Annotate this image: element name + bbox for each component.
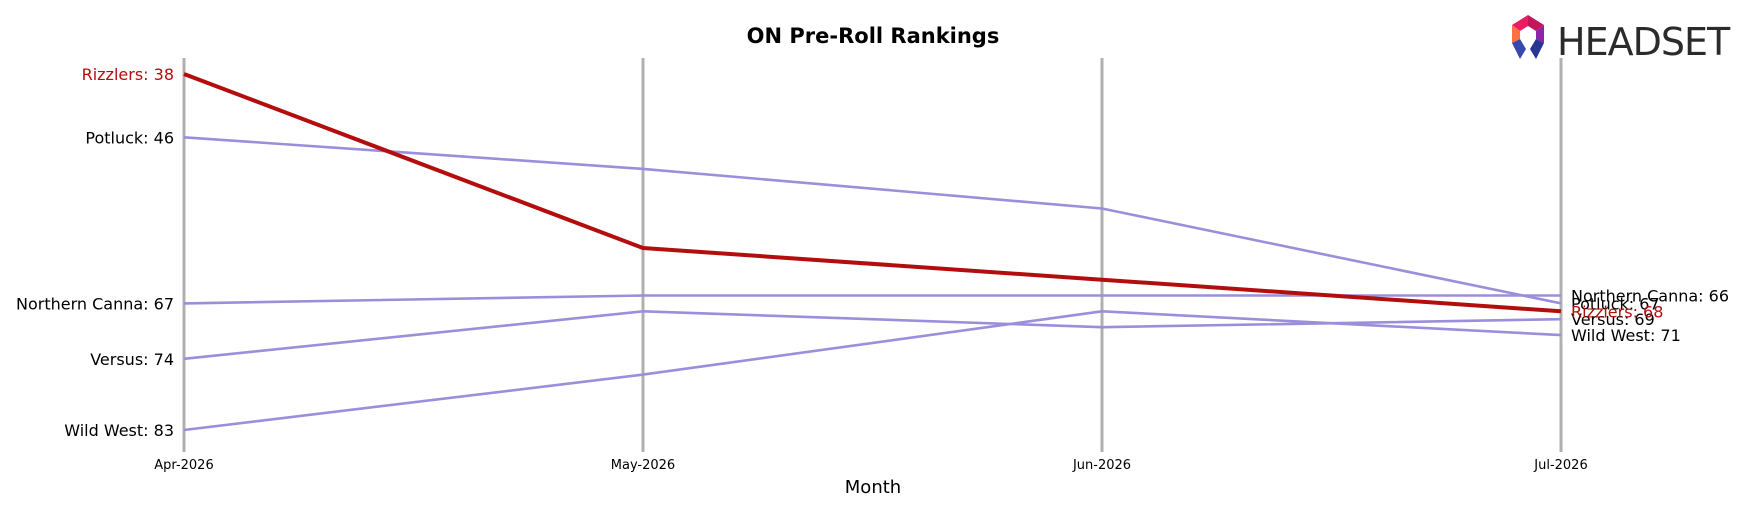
start-labels: Potluck: 46 Northern Canna: 67 Versus: 74 W…	[16, 65, 174, 440]
x-tick-may-2026: May-2026	[611, 458, 675, 473]
headset-logo-icon	[1512, 15, 1544, 59]
end-label-wild-west: Wild West: 71	[1571, 326, 1681, 345]
headset-logo: HEADSET	[1512, 15, 1732, 64]
series-line-versus	[183, 309, 1562, 361]
end-label-versus: Versus: 69	[1571, 310, 1655, 329]
x-tick-labels: Apr-2026 May-2026 Jun-2026 Jul-2026	[154, 458, 1587, 473]
grid-lines	[182, 58, 1563, 452]
headset-logo-text: HEADSET	[1557, 20, 1731, 64]
series-line-wild-west	[183, 309, 1562, 432]
series-lines	[183, 72, 1562, 432]
series-line-potluck	[183, 136, 1562, 305]
end-label-rizzlers: Rizzlers: 68	[1571, 302, 1663, 321]
chart-title: ON Pre-Roll Rankings	[747, 24, 1000, 48]
x-tick-apr-2026: Apr-2026	[154, 458, 213, 473]
start-label-wild-west: Wild West: 83	[64, 421, 174, 440]
start-label-northern-canna: Northern Canna: 67	[16, 294, 174, 313]
end-label-potluck: Potluck: 67	[1571, 294, 1660, 313]
end-label-northern-canna: Northern Canna: 66	[1571, 287, 1729, 306]
x-tick-jul-2026: Jul-2026	[1533, 458, 1587, 473]
x-tick-jun-2026: Jun-2026	[1072, 458, 1131, 473]
start-label-potluck: Potluck: 46	[85, 128, 174, 147]
series-line-rizzlers	[183, 72, 1562, 314]
x-axis-label: Month	[845, 477, 901, 498]
start-label-versus: Versus: 74	[90, 350, 174, 369]
start-label-rizzlers: Rizzlers: 38	[82, 65, 174, 84]
